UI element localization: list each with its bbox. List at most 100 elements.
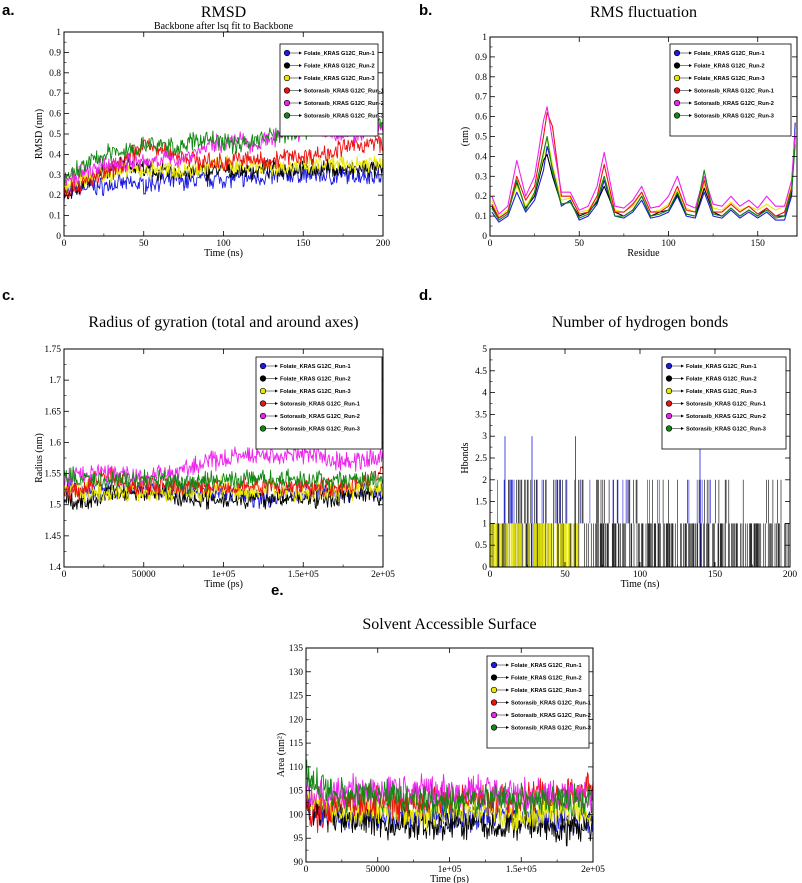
y-tick-label: 1.75 [44, 345, 61, 355]
legend-label: Sotorasib_KRAS G12C_Run-2 [304, 101, 384, 107]
legend: Folate_KRAS G12C_Run-1 Folate_KRAS G12C_R… [255, 356, 383, 450]
y-tick-label: 135 [289, 644, 304, 654]
legend-box [486, 655, 590, 749]
series-line-6 [491, 135, 796, 221]
series-line-5 [306, 772, 593, 814]
x-tick-label: 100 [633, 570, 648, 580]
x-tick-label: 50 [139, 239, 149, 249]
x-tick-label: 0 [62, 239, 67, 249]
legend-marker-6 [490, 724, 498, 731]
legend-label: Sotorasib_KRAS G12C_Run-2 [686, 414, 766, 420]
legend-arrow-icon [299, 76, 302, 80]
legend-arrow-icon [689, 89, 692, 92]
legend-arrow-icon [689, 114, 692, 117]
x-tick-label: 100 [216, 239, 231, 249]
legend-arrow-icon [506, 688, 509, 692]
x-tick-label: 200 [376, 239, 391, 249]
x-tick-label: 0 [62, 570, 67, 580]
y-tick-label: 0.7 [49, 89, 61, 99]
chart-subtitle: Backbone after lsq fit to Backbone [154, 21, 294, 32]
chart-title: Radius of gyration (total and around axe… [88, 314, 358, 331]
legend-arrow-icon [299, 114, 302, 117]
legend-label: Sotorasib_KRAS G12C_Run-1 [280, 402, 360, 408]
series-line-3 [64, 154, 383, 195]
legend-label: Folate_KRAS G12C_Run-3 [304, 76, 375, 82]
chart-d: Number of hydrogen bonds 0 0.5 1 1.5 2 2.5 3 3.5… [460, 314, 797, 590]
x-tick-label: 200 [783, 570, 798, 580]
y-tick-label: 0.1 [475, 212, 487, 222]
y-tick-label: 2 [482, 476, 487, 486]
y-tick-label: 115 [289, 739, 303, 749]
legend-label: Folate_KRAS G12C_Run-1 [304, 51, 375, 57]
y-tick-label: 4 [482, 389, 487, 399]
y-tick-label: 0.8 [475, 73, 487, 83]
y-tick-label: 0.2 [475, 192, 487, 202]
legend-arrow-icon [275, 427, 278, 430]
legend: Folate_KRAS G12C_Run-1 Folate_KRAS G12C_R… [486, 655, 591, 749]
panel-letter-e: e. [271, 582, 284, 599]
chart-e: Solvent Accessible Surface 90 95 100 105 110 1… [276, 616, 605, 883]
legend-marker-5 [673, 99, 681, 107]
x-tick-label: 50 [560, 570, 570, 580]
legend-label: Sotorasib_KRAS G12C_Run-1 [304, 89, 384, 95]
legend-label: Folate_KRAS G12C_Run-1 [694, 51, 765, 57]
legend-label: Sotorasib_KRAS G12C_Run-1 [511, 701, 591, 707]
panel-letter-b: b. [419, 2, 433, 19]
legend-marker-2 [259, 375, 267, 382]
series-line-2 [491, 136, 796, 219]
x-axis-label: Time (ps) [430, 874, 469, 883]
legend-marker-2 [283, 62, 291, 69]
legend-label: Folate_KRAS G12C_Run-2 [511, 676, 582, 682]
legend-arrow-icon [275, 414, 278, 418]
y-tick-label: 3 [482, 432, 487, 442]
x-tick-label: 1.5e+05 [288, 570, 319, 580]
legend-label: Folate_KRAS G12C_Run-1 [280, 364, 351, 370]
y-tick-label: 1.4 [49, 563, 61, 573]
legend-marker-5 [665, 412, 673, 420]
legend: Folate_KRAS G12C_Run-1 Folate_KRAS G12C_R… [661, 356, 787, 450]
legend-marker-4 [490, 699, 498, 706]
y-tick-label: 1.65 [44, 407, 61, 417]
y-tick-label: 105 [289, 787, 304, 797]
y-tick-label: 0.1 [49, 212, 61, 222]
y-tick-label: 1 [56, 28, 61, 38]
chart-c: Radius of gyration (total and around axe… [34, 314, 395, 590]
plot-area [490, 436, 789, 567]
legend-arrow-icon [299, 64, 302, 67]
legend-marker-5 [283, 99, 291, 107]
y-tick-label: 1.7 [49, 376, 61, 386]
legend-label: Folate_KRAS G12C_Run-3 [280, 389, 351, 395]
legend-label: Sotorasib_KRAS G12C_Run-1 [694, 89, 774, 95]
y-axis-label: Area (nm²) [276, 733, 287, 777]
legend-arrow-icon [689, 51, 692, 55]
x-tick-label: 1e+05 [438, 865, 462, 875]
legend-arrow-icon [681, 402, 684, 405]
y-tick-label: 120 [289, 715, 304, 725]
series-line-5 [491, 106, 796, 215]
y-tick-label: 0 [482, 232, 487, 242]
legend-arrow-icon [681, 389, 684, 393]
legend-marker-1 [673, 49, 681, 57]
y-tick-label: 2.5 [475, 454, 487, 464]
y-tick-label: 1.55 [44, 470, 61, 480]
legend-label: Sotorasib_KRAS G12C_Run-1 [686, 402, 766, 408]
legend-marker-3 [283, 74, 291, 82]
legend-label: Sotorasib_KRAS G12C_Run-2 [694, 101, 774, 107]
legend-marker-1 [283, 49, 291, 57]
series-line-2 [306, 793, 593, 847]
legend: Folate_KRAS G12C_Run-1 Folate_KRAS G12C_R… [669, 43, 792, 137]
y-tick-label: 3.5 [475, 410, 487, 420]
legend-arrow-icon [689, 101, 692, 105]
legend-label: Sotorasib_KRAS G12C_Run-3 [280, 427, 360, 433]
chart-title: Number of hydrogen bonds [552, 314, 728, 331]
legend: Folate_KRAS G12C_Run-1 Folate_KRAS G12C_R… [279, 43, 384, 137]
y-tick-label: 0.4 [49, 150, 61, 160]
legend-label: Folate_KRAS G12C_Run-2 [686, 377, 757, 383]
legend-label: Folate_KRAS G12C_Run-3 [694, 76, 765, 82]
legend-marker-2 [665, 375, 673, 382]
x-tick-label: 1e+05 [212, 570, 236, 580]
x-tick-label: 150 [708, 570, 723, 580]
legend-marker-6 [665, 425, 673, 432]
legend-marker-3 [490, 686, 498, 694]
